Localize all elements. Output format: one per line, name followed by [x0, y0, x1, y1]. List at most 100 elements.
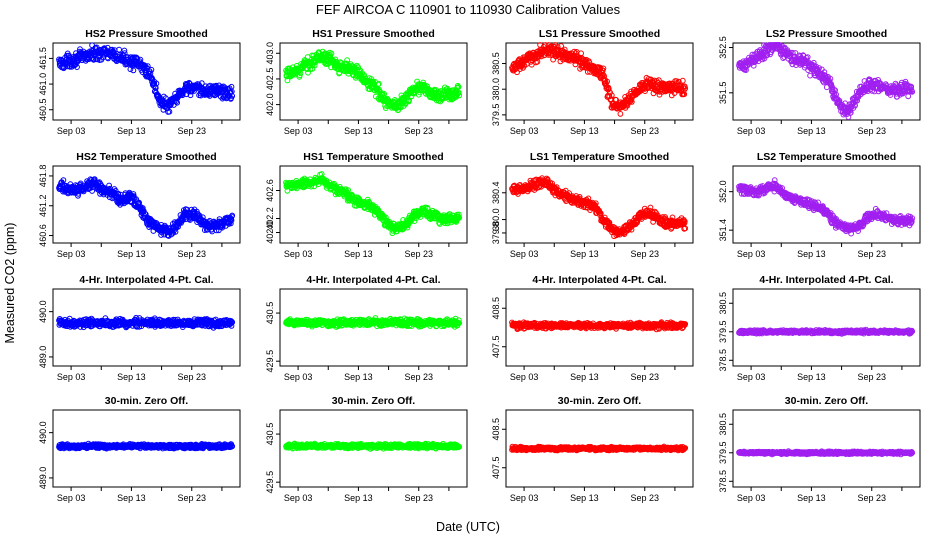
y-tick-label: 351.5	[718, 82, 728, 105]
data-point	[361, 72, 368, 78]
y-tick-label: 490.0	[38, 300, 48, 323]
panel-5: HS2 Temperature Smoothed Sep 03 Sep 13 Sep …	[38, 151, 241, 259]
x-tick-label: Sep 23	[177, 126, 206, 136]
x-tick-label: Sep 03	[284, 249, 313, 259]
y-tick-label: 429.5	[265, 350, 275, 373]
panel-title: HS2 Temperature Smoothed	[76, 151, 216, 163]
y-tick-label: 380.4	[491, 182, 501, 205]
y-tick-label: 430.5	[265, 302, 275, 325]
data-point	[183, 91, 190, 98]
x-axis-label: Date (UTC)	[436, 520, 500, 534]
panel-4: LS2 Pressure Smoothed Sep 03 Sep 13 Sep 23 3…	[718, 28, 921, 136]
series-points	[283, 171, 463, 237]
x-tick-label: Sep 23	[857, 249, 886, 259]
y-tick-label: 461.0	[38, 73, 48, 96]
y-tick-label: 461.8	[38, 165, 48, 188]
y-tick-label: 461.5	[38, 47, 48, 70]
data-point	[130, 67, 137, 74]
plot-frame	[732, 165, 921, 244]
y-tick-label: 380.0	[491, 208, 501, 231]
data-point	[89, 42, 95, 49]
figure-title: FEF AIRCOA C 110901 to 110930 Calibratio…	[316, 2, 621, 17]
series-points	[283, 48, 463, 114]
series-points	[283, 315, 463, 330]
data-point	[617, 111, 624, 117]
series-points	[56, 314, 236, 331]
x-tick-label: Sep 03	[57, 249, 86, 259]
series-points	[56, 176, 236, 239]
panel-title: LS2 Pressure Smoothed	[766, 28, 887, 40]
panel-6: HS1 Temperature Smoothed Sep 03 Sep 13 Sep …	[265, 151, 468, 259]
data-point	[153, 80, 160, 87]
series-points	[509, 42, 689, 117]
x-tick-label: Sep 13	[797, 249, 826, 259]
data-point	[905, 93, 912, 100]
x-tick-label: Sep 13	[344, 126, 373, 136]
x-tick-label: Sep 03	[284, 372, 313, 382]
y-tick-label: 379.5	[491, 104, 501, 127]
x-tick-label: Sep 23	[177, 372, 206, 382]
y-tick-label: 402.2	[265, 207, 275, 230]
x-tick-label: Sep 03	[737, 126, 766, 136]
x-tick-label: Sep 13	[344, 249, 373, 259]
x-tick-label: Sep 03	[510, 249, 539, 259]
panel-title: 4-Hr. Interpolated 4-Pt. Cal.	[79, 274, 213, 286]
panel-title: LS2 Temperature Smoothed	[757, 151, 896, 163]
series-points	[736, 42, 916, 120]
panel-title: LS1 Pressure Smoothed	[539, 28, 660, 40]
data-point	[144, 63, 151, 70]
data-point	[121, 47, 128, 54]
data-point	[229, 93, 236, 99]
x-tick-label: Sep 13	[570, 249, 599, 259]
plot-frame	[52, 165, 241, 244]
y-tick-label: 352.0	[718, 180, 728, 203]
x-tick-label: Sep 23	[630, 126, 659, 136]
y-tick-label: 402.6	[265, 179, 275, 202]
x-tick-label: Sep 23	[177, 249, 206, 259]
x-tick-label: Sep 03	[57, 126, 86, 136]
panel-title: HS1 Temperature Smoothed	[303, 151, 443, 163]
y-tick-label: 402.0	[265, 93, 275, 116]
y-axis-label: Measured CO2 (ppm)	[3, 223, 17, 344]
x-tick-label: Sep 23	[857, 126, 886, 136]
series-points	[509, 175, 689, 240]
x-tick-label: Sep 13	[797, 126, 826, 136]
y-tick-label: 402.5	[265, 68, 275, 91]
x-tick-label: Sep 13	[117, 126, 146, 136]
data-point	[375, 80, 382, 87]
plot-frame	[52, 42, 241, 121]
data-point	[166, 108, 173, 115]
y-tick-label: 380.0	[491, 78, 501, 101]
data-point	[332, 56, 339, 63]
x-tick-label: Sep 13	[117, 372, 146, 382]
data-point	[344, 57, 351, 64]
x-tick-label: Sep 13	[117, 249, 146, 259]
panel-title: 4-Hr. Interpolated 4-Pt. Cal.	[306, 274, 440, 286]
data-point	[148, 66, 155, 73]
series-points	[736, 177, 916, 237]
panel-title: HS2 Pressure Smoothed	[85, 28, 208, 40]
x-tick-label: Sep 03	[57, 372, 86, 382]
x-tick-label: Sep 03	[510, 126, 539, 136]
x-tick-label: Sep 23	[404, 372, 433, 382]
y-tick-label: 460.6	[38, 224, 48, 247]
x-tick-label: Sep 23	[630, 249, 659, 259]
data-point	[328, 50, 335, 57]
data-point	[74, 64, 80, 70]
panel-9: 4-Hr. Interpolated 4-Pt. Cal. Sep 03 Sep 1…	[38, 274, 241, 382]
x-tick-label: Sep 03	[737, 249, 766, 259]
y-tick-label: 352.5	[718, 36, 728, 59]
panel-7: LS1 Temperature Smoothed Sep 03 Sep 13 Sep …	[491, 151, 694, 259]
y-tick-label: 489.0	[38, 346, 48, 369]
x-tick-label: Sep 13	[570, 126, 599, 136]
panel-title: LS1 Temperature Smoothed	[530, 151, 669, 163]
data-point	[375, 81, 382, 88]
panel-10: 4-Hr. Interpolated 4-Pt. Cal.Sep 03 Sep 1…	[265, 274, 468, 382]
x-tick-label: Sep 23	[404, 249, 433, 259]
x-tick-label: Sep 03	[284, 126, 313, 136]
x-tick-label: Sep 23	[404, 126, 433, 136]
y-tick-label: 351.4	[718, 219, 728, 242]
